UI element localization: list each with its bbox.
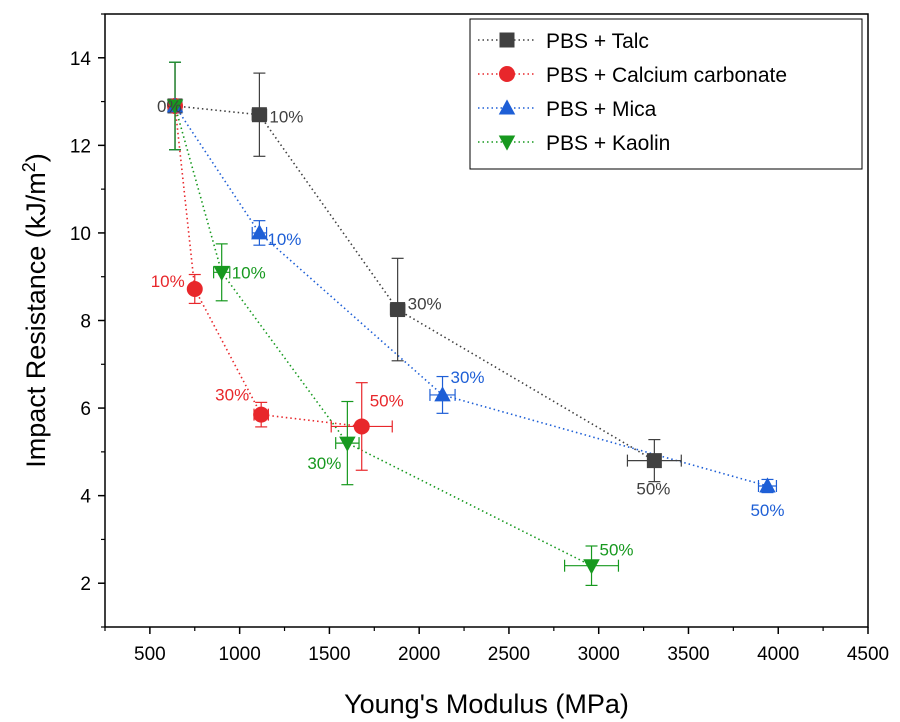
x-tick-label-2000: 2000 [398, 644, 440, 665]
legend-box [469, 18, 863, 170]
marker-pbs-kaolin-0 [166, 99, 184, 115]
legend-marker-pbs-talc [499, 32, 515, 48]
marker-pbs-calcium-carbonate-2 [253, 406, 270, 423]
y-axis-label-main: Impact Resistance (kJ/m [21, 172, 51, 468]
marker-pbs-kaolin-1 [213, 265, 230, 281]
legend-label-pbs-kaolin: PBS + Kaolin [546, 132, 670, 155]
marker-pbs-kaolin-3 [583, 559, 600, 575]
legend-label-pbs-talc: PBS + Talc [546, 30, 649, 53]
y-axis-label: Impact Resistance (kJ/m2) [19, 153, 51, 468]
x-tick-label-3000: 3000 [578, 644, 620, 665]
point-label-pbs-talc-3: 50% [636, 480, 670, 499]
point-label-pbs-mica-2: 30% [451, 368, 485, 387]
point-label-pbs-calcium-carbonate-1: 10% [151, 272, 185, 291]
marker-pbs-talc-1 [251, 107, 267, 123]
series-markers [166, 97, 776, 575]
point-labels: 0% 10% 30% 50% 10% 30% 50% 10% 30% 50% 10% 30% 50% [151, 97, 785, 560]
legend-label-pbs-calcium-carbonate: PBS + Calcium carbonate [546, 64, 787, 87]
legend: PBS + Talc PBS + Calcium carbonate PBS + M… [469, 18, 863, 170]
legend-marker-pbs-mica [498, 99, 516, 115]
marker-pbs-calcium-carbonate-1 [186, 280, 203, 297]
x-tick-label-4000: 4000 [757, 644, 799, 665]
series-line-pbs-calcium-carbonate [174, 105, 362, 428]
tick-layer: 500 1000 1500 2000 2500 3000 3500 4000 4500 2 4 6 8 1… [70, 13, 889, 665]
series-line-pbs-kaolin [174, 105, 592, 567]
marker-pbs-mica-2 [434, 386, 451, 402]
point-label-pbs-talc-0: 0% [157, 97, 182, 116]
y-tick-label-2: 2 [80, 574, 91, 595]
marker-pbs-talc-3 [646, 453, 662, 469]
point-label-pbs-talc-2: 30% [408, 295, 442, 314]
series-line-pbs-talc [174, 105, 655, 462]
x-tick-label-1000: 1000 [219, 644, 261, 665]
marker-pbs-mica-3 [759, 477, 776, 493]
y-tick-label-8: 8 [80, 312, 91, 333]
y-tick-label-10: 10 [70, 224, 91, 245]
y-tick-label-6: 6 [80, 399, 91, 420]
series-line-pbs-mica [174, 105, 768, 487]
legend-marker-pbs-kaolin [498, 135, 516, 151]
point-label-pbs-kaolin-3: 50% [600, 541, 634, 560]
y-axis-label-sup: 2 [19, 162, 39, 172]
y-tick-label-12: 12 [70, 136, 91, 157]
x-tick-label-4500: 4500 [847, 644, 889, 665]
x-tick-label-500: 500 [134, 644, 166, 665]
y-tick-label-4: 4 [80, 487, 91, 508]
x-tick-label-3500: 3500 [667, 644, 709, 665]
marker-pbs-talc-2 [390, 302, 406, 318]
point-label-pbs-mica-3: 50% [750, 501, 784, 520]
marker-pbs-mica-1 [251, 224, 268, 240]
marker-pbs-calcium-carbonate-3 [353, 418, 370, 435]
x-tick-label-2500: 2500 [488, 644, 530, 665]
x-axis-label: Young's Modulus (MPa) [344, 689, 629, 719]
plot-frame [104, 13, 869, 628]
point-label-pbs-kaolin-2: 30% [307, 454, 341, 473]
point-label-pbs-calcium-carbonate-2: 30% [215, 386, 249, 405]
legend-label-pbs-mica: PBS + Mica [546, 98, 657, 121]
series-lines [174, 105, 768, 567]
point-label-pbs-kaolin-1: 10% [232, 263, 266, 282]
point-label-pbs-mica-1: 10% [267, 230, 301, 249]
point-label-pbs-talc-1: 10% [269, 108, 303, 127]
y-axis-label-end: ) [21, 153, 51, 162]
x-tick-label-1500: 1500 [308, 644, 350, 665]
y-tick-label-14: 14 [70, 49, 92, 70]
legend-marker-pbs-calcium-carbonate [499, 66, 515, 82]
point-label-pbs-calcium-carbonate-3: 50% [370, 391, 404, 410]
marker-pbs-kaolin-2 [339, 436, 356, 452]
